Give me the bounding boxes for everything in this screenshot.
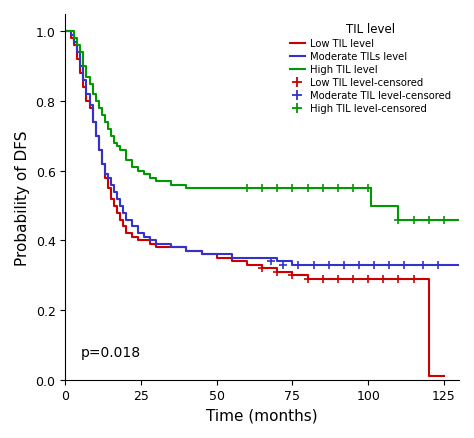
- Point: [267, 258, 275, 265]
- Point: [258, 185, 266, 192]
- Point: [425, 216, 432, 223]
- Point: [319, 276, 327, 283]
- Point: [370, 261, 378, 268]
- Point: [295, 261, 302, 268]
- Point: [401, 261, 408, 268]
- Point: [365, 276, 372, 283]
- Point: [434, 261, 442, 268]
- Point: [319, 185, 327, 192]
- Point: [395, 276, 402, 283]
- Point: [410, 276, 418, 283]
- Y-axis label: Probability of DFS: Probability of DFS: [15, 130, 30, 265]
- Point: [334, 276, 342, 283]
- Point: [356, 261, 363, 268]
- Point: [304, 185, 311, 192]
- Point: [273, 185, 281, 192]
- Point: [243, 185, 251, 192]
- Point: [440, 216, 447, 223]
- Point: [419, 261, 427, 268]
- Point: [289, 272, 296, 279]
- Point: [380, 276, 387, 283]
- Point: [385, 261, 393, 268]
- Point: [280, 261, 287, 268]
- Point: [334, 185, 342, 192]
- Point: [340, 261, 348, 268]
- Point: [365, 185, 372, 192]
- Point: [304, 276, 311, 283]
- Point: [349, 276, 357, 283]
- Point: [410, 216, 418, 223]
- Point: [310, 261, 318, 268]
- Point: [273, 268, 281, 276]
- Point: [325, 261, 333, 268]
- Text: p=0.018: p=0.018: [81, 345, 141, 359]
- X-axis label: Time (months): Time (months): [206, 408, 318, 423]
- Point: [289, 185, 296, 192]
- Point: [258, 265, 266, 272]
- Legend: Low TIL level, Moderate TILs level, High TIL level, Low TIL level-censored, Mode: Low TIL level, Moderate TILs level, High…: [287, 20, 454, 117]
- Point: [349, 185, 357, 192]
- Point: [395, 216, 402, 223]
